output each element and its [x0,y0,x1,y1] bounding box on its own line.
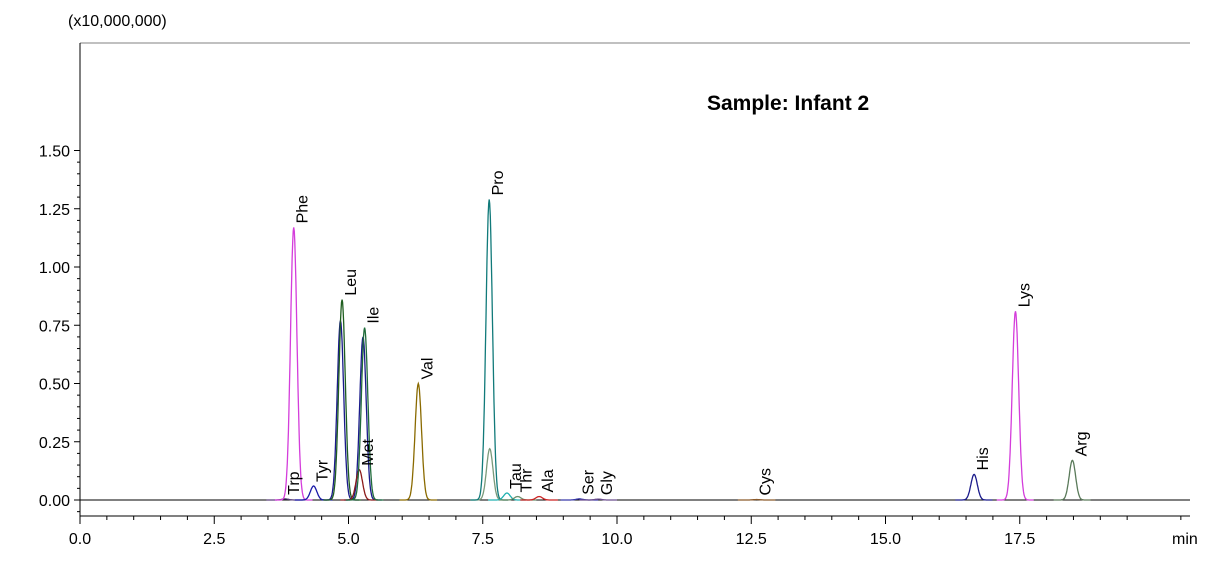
peak-trace-tau [488,492,526,501]
peak-label-ile: Ile [366,307,383,324]
x-axis: 0.0 2.5 5.0 7.5 10.0 12.5 15.0 17.5 [69,516,1182,548]
x-tick-label: 12.5 [736,531,767,548]
x-tick-label: 17.5 [1004,531,1035,548]
x-tick-label: 5.0 [337,531,359,548]
peak-trace-pro [470,199,508,501]
y-multiplier-label: (x10,000,000) [68,13,167,30]
peak-trace-cys [737,498,776,501]
x-tick-label: 7.5 [472,531,494,548]
peak-label-cys: Cys [758,468,775,496]
y-tick-label: 1.50 [39,144,70,161]
peak-label-arg: Arg [1073,431,1090,456]
y-tick-label: 0.50 [39,377,70,394]
x-tick-label: 15.0 [870,531,901,548]
peak-label-ala: Ala [540,469,557,492]
y-axis: 0.00 0.25 0.50 0.75 1.00 1.25 1.50 [39,144,80,513]
x-tick-label: 10.0 [601,531,632,548]
peak-label-ser: Ser [580,469,597,495]
peak-label-thr: Thr [519,468,536,493]
overlap-trace [470,447,509,501]
peak-trace-lys [996,311,1034,501]
peak-trace-val [399,381,438,501]
peak-label-trp: Trp [286,471,303,495]
y-tick-label: 1.00 [39,260,70,277]
peak-label-gly: Gly [599,471,616,495]
peak-label-phe: Phe [295,195,312,224]
peak-trace-leu [323,299,361,501]
peak-trace-ile [345,327,384,501]
chromatogram-traces [266,199,1091,501]
peak-label-leu: Leu [343,269,360,296]
y-tick-label: 1.25 [39,202,70,219]
peak-label-tau: Tau [508,463,525,489]
peak-trace-his [955,473,993,501]
peak-label-met: Met [360,438,377,465]
x-unit-label: min [1172,531,1198,548]
peak-label-lys: Lys [1016,283,1033,307]
x-tick-label: 0.0 [69,531,91,548]
chart-title: Sample: Infant 2 [707,92,869,115]
peak-label-pro: Pro [490,170,507,195]
peak-trace-ala [520,495,558,501]
peak-label-his: His [975,447,992,470]
peak-label-val: Val [419,358,436,380]
peak-trace-arg [1053,459,1091,501]
peak-label-tyr: Tyr [315,459,332,482]
peak-trace-phe [274,227,313,501]
y-tick-label: 0.75 [39,318,70,335]
peak-trace-gly [579,498,617,501]
y-tick-label: 0.25 [39,435,70,452]
x-tick-label: 2.5 [203,531,225,548]
plot-frame [79,42,1190,517]
y-tick-label: 0.00 [39,493,70,510]
